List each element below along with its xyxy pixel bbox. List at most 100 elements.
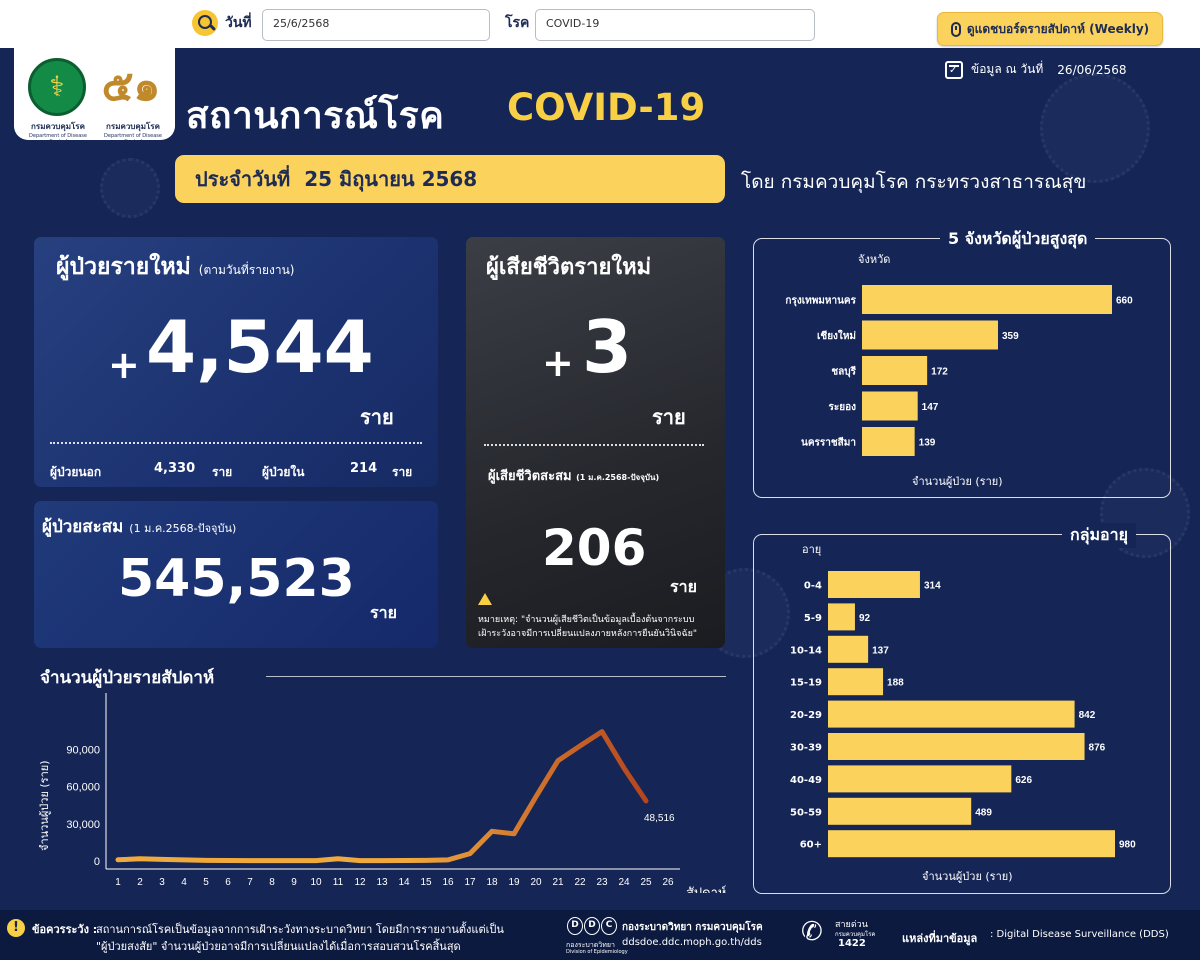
category-label: เชียงใหม่ bbox=[817, 329, 856, 342]
bar bbox=[862, 427, 915, 456]
bar bbox=[828, 700, 1075, 728]
new-cases-title: ผู้ป่วยรายใหม่ (ตามวันที่รายงาน) bbox=[56, 254, 295, 280]
cumulative-cases-value: 545,523 bbox=[118, 549, 355, 609]
category-label: กรุงเทพมหานคร bbox=[785, 296, 856, 307]
hotline-sub: กรมควบคุมโรค bbox=[835, 931, 876, 938]
daily-label: ประจำวันที่ bbox=[195, 167, 291, 191]
x-tick-label: 21 bbox=[552, 877, 564, 888]
data-label: 842 bbox=[1079, 710, 1096, 721]
x-tick-label: 25 bbox=[640, 877, 652, 888]
cumulative-deaths-value: 206 bbox=[542, 519, 647, 577]
x-axis-label: สัปดาห์ bbox=[686, 885, 727, 893]
x-tick-label: 5 bbox=[203, 877, 209, 888]
weekly-dashboard-button[interactable]: ดูแดชบอร์ดรายสัปดาห์ (Weekly) bbox=[937, 12, 1163, 46]
ministry-logo bbox=[28, 58, 86, 116]
category-label: 60+ bbox=[800, 840, 822, 851]
daily-date-banner: ประจำวันที่ 25 มิถุนายน 2568 bbox=[175, 155, 725, 203]
x-tick-label: 7 bbox=[247, 877, 253, 888]
bar bbox=[828, 830, 1115, 858]
weekly-chart-title: จำนวนผู้ป่วยรายสัปดาห์ bbox=[40, 668, 215, 688]
category-label: 10-14 bbox=[790, 645, 822, 656]
y-tick-label: 60,000 bbox=[66, 782, 100, 794]
hotline-number[interactable]: 1422 bbox=[838, 938, 866, 949]
virus-decoration bbox=[1100, 468, 1190, 558]
top-provinces-bar-chart: จังหวัด จำนวนผู้ป่วย (ราย) กรุงเทพมหานคร… bbox=[785, 253, 1133, 488]
filter-bar: วันที่ 25/6/2568 โรค COVID-19 ดูแดชบอร์ด… bbox=[0, 0, 1200, 48]
bar bbox=[828, 733, 1085, 760]
x-tick-label: 26 bbox=[662, 877, 674, 888]
source-value: : Digital Disease Surveillance (DDS) bbox=[990, 929, 1169, 940]
new-cases-card: ผู้ป่วยรายใหม่ (ตามวันที่รายงาน) + 4,544… bbox=[34, 237, 438, 487]
new-cases-value: 4,544 bbox=[146, 305, 374, 389]
x-tick-label: 3 bbox=[159, 877, 165, 888]
x-tick-label: 22 bbox=[574, 877, 586, 888]
data-label: 626 bbox=[1015, 775, 1032, 786]
data-label: 314 bbox=[924, 581, 941, 592]
cumulative-cases-card: ผู้ป่วยสะสม (1 ม.ค.2568-ปัจจุบัน) 545,52… bbox=[34, 501, 438, 648]
search-icon[interactable] bbox=[192, 10, 218, 36]
top-provinces-panel: 5 จังหวัดผู้ป่วยสูงสุด จังหวัด จำนวนผู้ป… bbox=[753, 227, 1171, 498]
age-group-bar-chart: อายุ จำนวนผู้ป่วย (ราย) 0-4 314 5-9 92 10-14… bbox=[790, 543, 1136, 883]
asof-value: 26/06/2568 bbox=[1057, 62, 1127, 77]
warning-icon bbox=[478, 593, 492, 605]
inpatient-label: ผู้ป่วยใน bbox=[262, 465, 305, 479]
data-label: 137 bbox=[872, 645, 889, 656]
data-label: 359 bbox=[1002, 331, 1019, 342]
bar bbox=[862, 391, 918, 421]
inpatient-unit: ราย bbox=[392, 465, 413, 479]
new-cases-plus: + bbox=[108, 343, 140, 387]
x-axis-label: จำนวนผู้ป่วย (ราย) bbox=[922, 870, 1013, 883]
data-label: 147 bbox=[922, 402, 939, 413]
bar bbox=[828, 603, 855, 631]
category-label: 15-19 bbox=[790, 678, 822, 689]
deaths-title: ผู้เสียชีวิตรายใหม่ bbox=[486, 255, 652, 280]
divider bbox=[266, 676, 726, 677]
hotline-label: สายด่วน bbox=[835, 920, 868, 930]
ddc-caption-en: Division of Epidemiology bbox=[566, 949, 628, 955]
y-tick-label: 90,000 bbox=[66, 745, 100, 757]
x-tick-label: 1 bbox=[115, 877, 121, 888]
data-label: 660 bbox=[1116, 296, 1133, 307]
department-caption: กรมควบคุมโรค Department of Disease Contr… bbox=[104, 122, 162, 145]
x-tick-label: 6 bbox=[225, 877, 231, 888]
outpatient-unit: ราย bbox=[212, 465, 233, 479]
x-tick-label: 16 bbox=[442, 877, 454, 888]
date-input[interactable]: 25/6/2568 bbox=[262, 9, 490, 41]
division-url[interactable]: ddsdoe.ddc.moph.go.th/dds bbox=[622, 937, 762, 948]
phone-icon: ✆ bbox=[801, 917, 823, 947]
cumulative-deaths-label: ผู้เสียชีวิตสะสม (1 ม.ค.2568-ปัจจุบัน) bbox=[488, 469, 660, 484]
source-label: แหล่งที่มาข้อมูล bbox=[902, 932, 978, 945]
divider bbox=[484, 444, 704, 446]
y-axis-label: อายุ bbox=[802, 543, 821, 556]
data-label: 139 bbox=[919, 438, 936, 449]
dashboard: ๕๑ กรมควบคุมโรค Department of Disease Co… bbox=[0, 48, 1200, 910]
category-label: 20-29 bbox=[790, 710, 822, 721]
data-as-of: ข้อมูล ณ วันที่ 26/06/2568 bbox=[945, 60, 1126, 79]
bar bbox=[862, 285, 1112, 314]
x-tick-label: 13 bbox=[376, 877, 388, 888]
category-label: 5-9 bbox=[804, 613, 822, 624]
bar bbox=[828, 765, 1012, 793]
x-tick-label: 23 bbox=[596, 877, 608, 888]
x-tick-label: 2 bbox=[137, 877, 143, 888]
x-axis-label: จำนวนผู้ป่วย (ราย) bbox=[912, 475, 1003, 488]
y-tick-label: 0 bbox=[94, 856, 100, 868]
x-tick-label: 24 bbox=[618, 877, 630, 888]
cumulative-cases-unit: ราย bbox=[370, 603, 397, 622]
division-name: กองระบาดวิทยา กรมควบคุมโรค bbox=[622, 922, 763, 933]
virus-decoration bbox=[100, 158, 160, 218]
page-title: สถานการณ์โรค bbox=[186, 94, 445, 137]
footer: ! ข้อควรระวัง : สถานการณ์โรคเป็นข้อมูลจา… bbox=[0, 910, 1200, 960]
age-group-title: กลุ่มอายุ bbox=[1062, 523, 1137, 548]
x-tick-label: 17 bbox=[464, 877, 476, 888]
mouse-icon bbox=[950, 21, 961, 37]
x-tick-label: 12 bbox=[354, 877, 366, 888]
warning-icon: ! bbox=[7, 919, 25, 937]
category-label: ชลบุรี bbox=[831, 366, 856, 378]
disease-select[interactable]: COVID-19 bbox=[535, 9, 815, 41]
x-tick-label: 19 bbox=[508, 877, 520, 888]
inpatient-value: 214 bbox=[350, 461, 378, 476]
deaths-unit: ราย bbox=[652, 405, 686, 429]
